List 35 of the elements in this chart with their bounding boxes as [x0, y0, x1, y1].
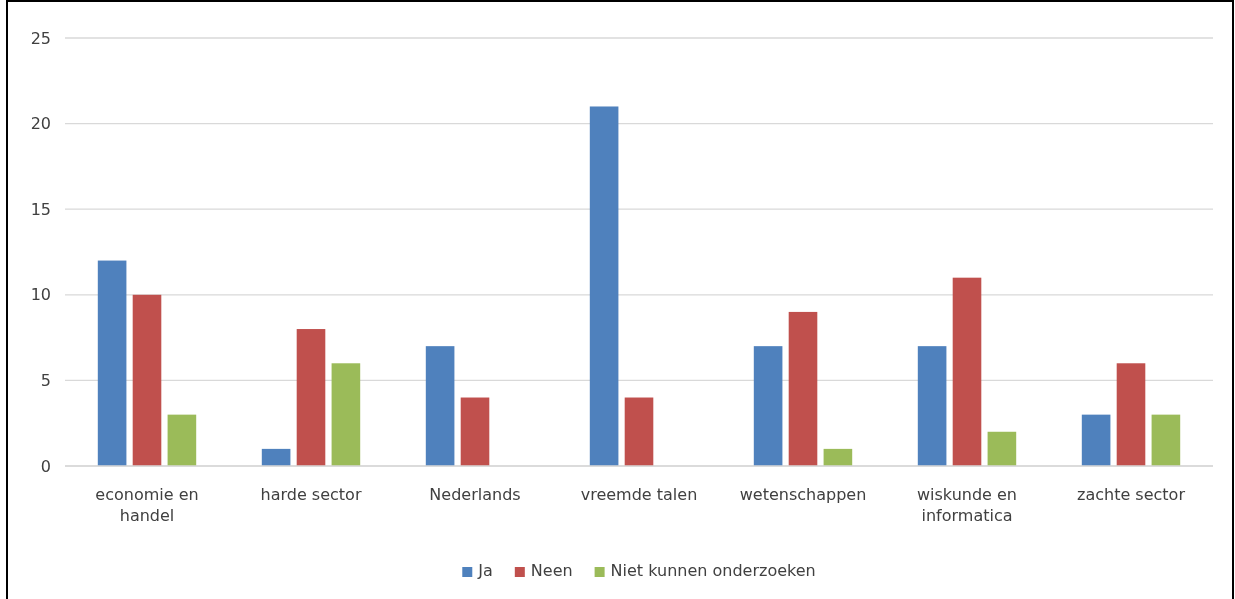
- bar: [917, 346, 947, 466]
- x-tick-label: wiskunde en informatica: [917, 485, 1017, 525]
- bar: [1151, 414, 1181, 466]
- y-tick-label: 0: [40, 456, 51, 476]
- bar: [167, 414, 197, 466]
- bar: [261, 448, 291, 466]
- bar: [987, 431, 1017, 466]
- x-tick-label: zachte sector: [1077, 485, 1186, 504]
- bar: [331, 363, 361, 466]
- y-tick-label: 10: [30, 285, 51, 305]
- bar: [823, 448, 853, 466]
- bar: [97, 260, 127, 466]
- legend-label: Ja: [477, 561, 493, 580]
- bar: [1116, 363, 1146, 466]
- bar: [425, 346, 455, 466]
- x-tick-label: vreemde talen: [580, 485, 698, 504]
- x-tick-label: economie en handel: [95, 485, 199, 525]
- x-tick-label: wetenschappen: [739, 485, 867, 504]
- bar: [1081, 414, 1111, 466]
- bar: [132, 294, 162, 466]
- y-tick-label: 25: [30, 28, 51, 48]
- bar: [460, 397, 490, 466]
- bar: [296, 329, 326, 466]
- x-tick-label: harde sector: [260, 485, 362, 504]
- legend-label: Niet kunnen onderzoeken: [610, 561, 816, 580]
- y-tick-label: 5: [40, 371, 51, 391]
- x-tick-label: Nederlands: [429, 485, 521, 504]
- bar: [624, 397, 654, 466]
- legend-label: Neen: [530, 561, 573, 580]
- y-tick-label: 20: [30, 114, 51, 134]
- bar: [589, 106, 619, 466]
- bar: [753, 346, 783, 466]
- bar: [952, 277, 982, 466]
- y-tick-label: 15: [30, 199, 51, 219]
- bar: [788, 311, 818, 466]
